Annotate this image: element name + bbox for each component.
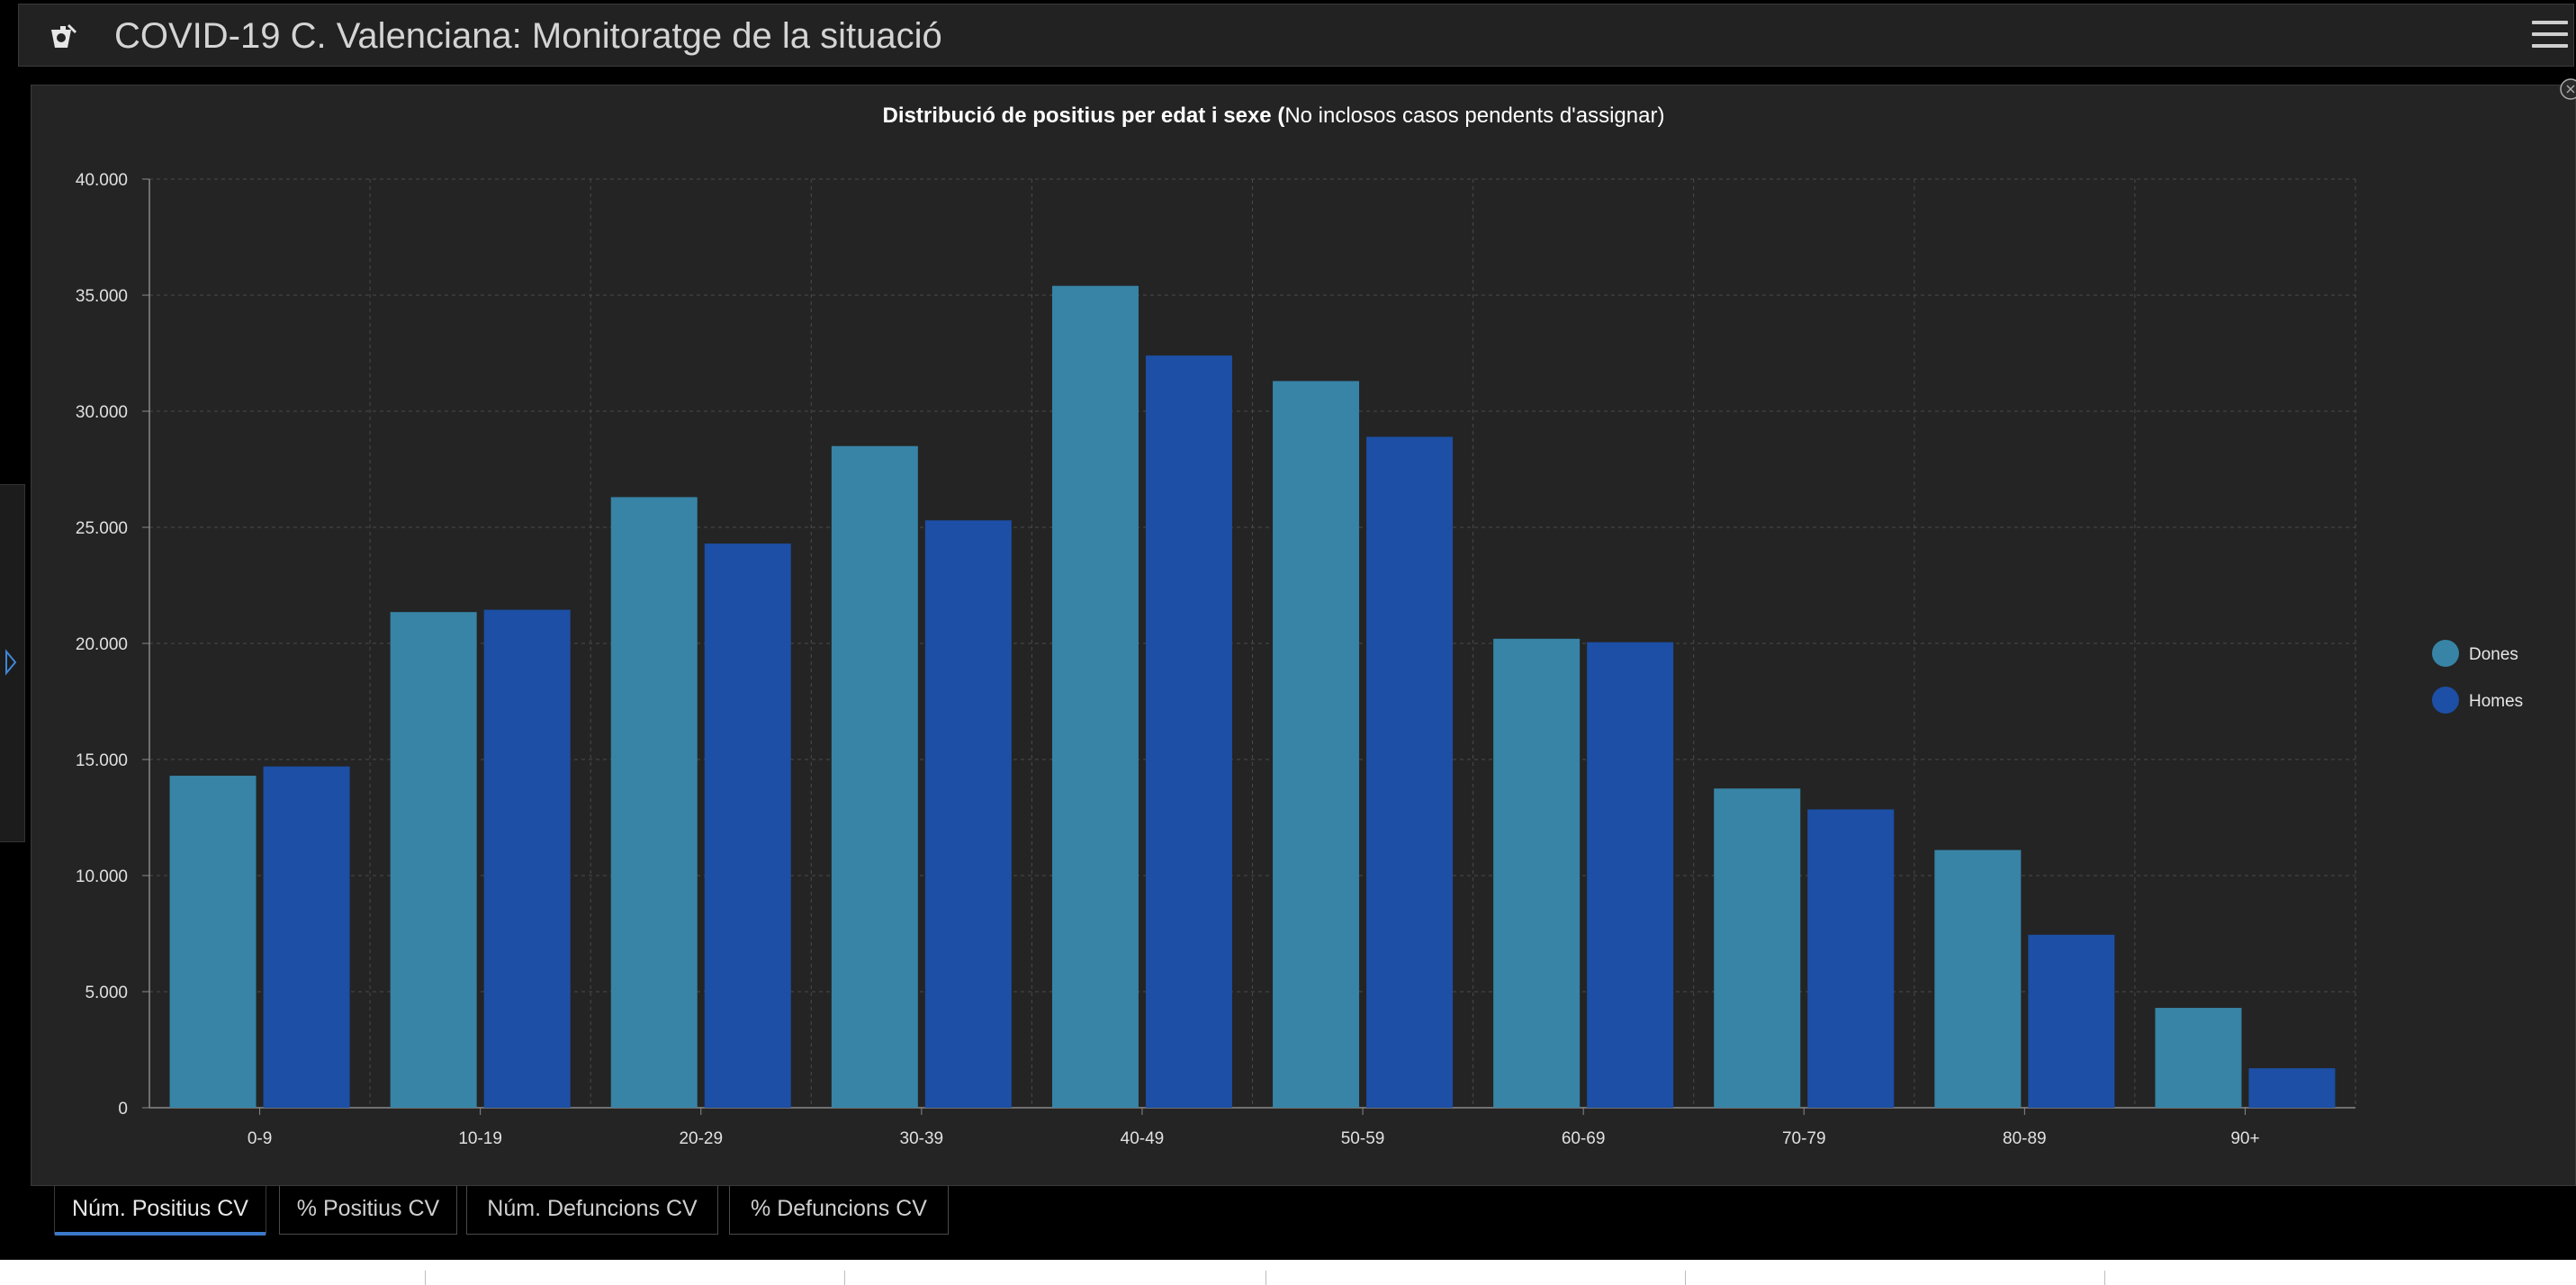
bar-homes-30-39[interactable] <box>924 520 1012 1108</box>
bar-dones-10-19[interactable] <box>390 612 477 1108</box>
y-tick-label: 15.000 <box>76 751 128 770</box>
tab-num-positius[interactable]: Núm. Positius CV <box>54 1186 266 1236</box>
y-tick-label: 30.000 <box>76 403 128 422</box>
legend-label-homes[interactable]: Homes <box>2469 692 2523 711</box>
chart-title: Distribució de positius per edat i sexe … <box>32 103 2516 129</box>
x-tick-label: 40-49 <box>1121 1129 1165 1148</box>
bar-dones-90+[interactable] <box>2155 1008 2242 1108</box>
bar-chart: 0 5.000 10.000 15.000 20.000 25.000 30.000 35.0… <box>76 171 2523 1148</box>
y-tick-label: 40.000 <box>76 171 128 190</box>
legend-label-dones[interactable]: Dones <box>2469 645 2518 664</box>
bar-dones-70-79[interactable] <box>1714 788 1801 1108</box>
x-tick-label: 30-39 <box>900 1129 944 1148</box>
covid-logo-icon <box>48 21 80 53</box>
y-tick-label: 35.000 <box>76 287 128 306</box>
tab-pct-positius[interactable]: % Positius CV <box>279 1186 457 1235</box>
x-tick-label: 10-19 <box>458 1129 502 1148</box>
tab-pct-defuncions[interactable]: % Defuncions CV <box>729 1186 949 1235</box>
y-tick-label: 5.000 <box>85 984 128 1002</box>
x-tick-label: 70-79 <box>1782 1129 1826 1148</box>
hamburger-menu-icon[interactable] <box>2532 19 2568 51</box>
side-panel-toggle[interactable] <box>0 484 25 842</box>
bar-homes-20-29[interactable] <box>704 544 791 1108</box>
tab-num-defuncions[interactable]: Núm. Defuncions CV <box>466 1186 718 1235</box>
chart-panel: Distribució de positius per edat i sexe … <box>31 85 2576 1186</box>
legend-marker-dones[interactable] <box>2432 640 2459 667</box>
x-tick-label: 60-69 <box>1562 1129 1606 1148</box>
bottom-strip <box>0 1260 2576 1285</box>
bar-homes-90+[interactable] <box>2248 1068 2336 1108</box>
x-tick-label: 90+ <box>2230 1129 2259 1148</box>
legend-marker-homes[interactable] <box>2432 687 2459 714</box>
chart-title-main: Distribució de positius per edat i sexe … <box>882 103 1285 128</box>
bar-homes-60-69[interactable] <box>1587 642 1674 1108</box>
app-header: COVID-19 C. Valenciana: Monitoratge de l… <box>18 4 2574 67</box>
y-tick-label: 20.000 <box>76 635 128 654</box>
bar-homes-50-59[interactable] <box>1366 436 1454 1108</box>
x-tick-label: 20-29 <box>679 1129 723 1148</box>
bar-dones-40-49[interactable] <box>1051 285 1139 1108</box>
bar-dones-60-69[interactable] <box>1493 638 1581 1108</box>
bar-dones-80-89[interactable] <box>1934 849 2022 1108</box>
bar-dones-0-9[interactable] <box>169 776 257 1108</box>
bar-homes-10-19[interactable] <box>483 609 571 1108</box>
bar-dones-20-29[interactable] <box>610 497 698 1108</box>
x-tick-label: 80-89 <box>2003 1129 2047 1148</box>
bar-homes-40-49[interactable] <box>1145 355 1232 1109</box>
bar-homes-0-9[interactable] <box>263 766 350 1108</box>
x-tick-label: 50-59 <box>1341 1129 1385 1148</box>
bar-dones-30-39[interactable] <box>831 445 918 1108</box>
chart-title-note: No inclosos casos pendents d'assignar) <box>1284 103 1665 128</box>
y-tick-label: 25.000 <box>76 519 128 538</box>
y-tick-label: 0 <box>118 1100 128 1119</box>
app-title: COVID-19 C. Valenciana: Monitoratge de l… <box>114 16 942 56</box>
bar-homes-80-89[interactable] <box>2028 934 2115 1108</box>
x-tick-label: 0-9 <box>248 1129 272 1148</box>
y-tick-label: 10.000 <box>76 867 128 886</box>
bar-homes-70-79[interactable] <box>1807 809 1895 1108</box>
expand-arrow-icon <box>5 649 17 676</box>
close-panel-icon[interactable] <box>2554 77 2576 104</box>
bar-dones-50-59[interactable] <box>1273 381 1360 1109</box>
